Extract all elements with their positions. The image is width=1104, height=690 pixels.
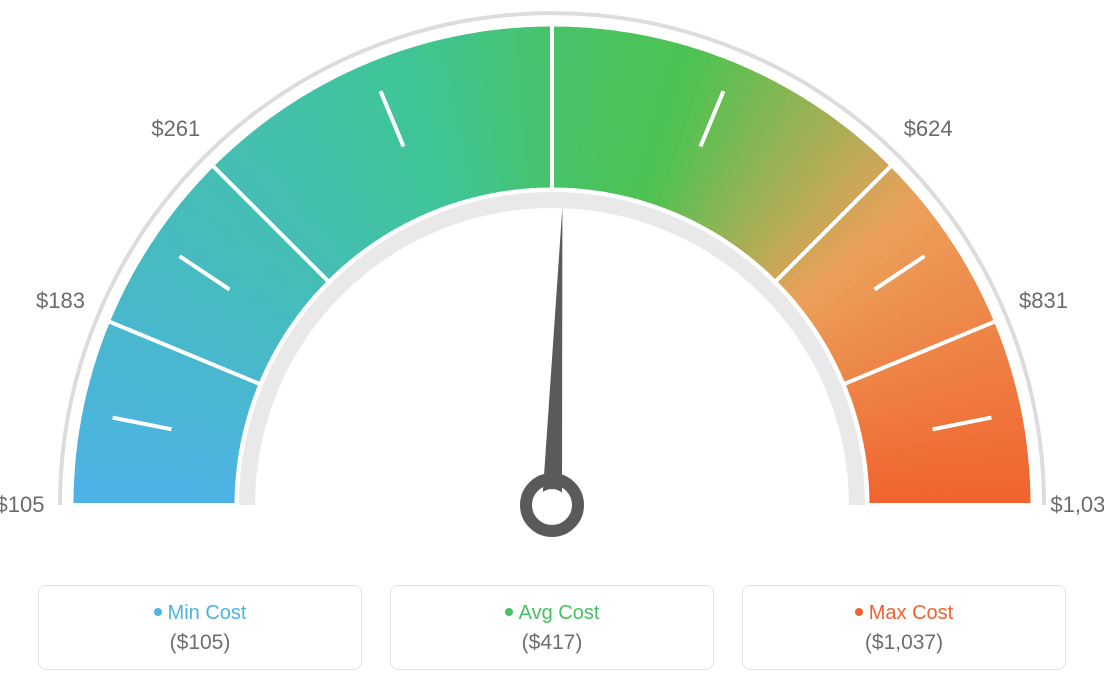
legend-max-value: ($1,037)	[753, 631, 1055, 655]
legend-avg-value: ($417)	[401, 631, 703, 655]
gauge-tick-label: $1,037	[1050, 492, 1104, 518]
gauge-tick-label: $183	[36, 288, 85, 314]
legend-avg-card: Avg Cost ($417)	[390, 585, 714, 670]
gauge-tick-label: $261	[151, 116, 200, 142]
gauge-chart: $105$183$261$417$624$831$1,037	[0, 0, 1104, 555]
legend-max-card: Max Cost ($1,037)	[742, 585, 1066, 670]
legend-min-card: Min Cost ($105)	[38, 585, 362, 670]
legend-max-title: Max Cost	[753, 602, 1055, 625]
dot-icon	[154, 608, 162, 616]
legend-avg-label: Avg Cost	[519, 602, 600, 624]
dot-icon	[855, 608, 863, 616]
gauge-tick-label: $105	[0, 492, 44, 518]
legend-min-value: ($105)	[49, 631, 351, 655]
gauge-svg	[0, 0, 1104, 555]
gauge-tick-label: $831	[1019, 288, 1068, 314]
dot-icon	[505, 608, 513, 616]
legend-max-label: Max Cost	[869, 602, 953, 624]
legend-min-title: Min Cost	[49, 602, 351, 625]
legend-avg-title: Avg Cost	[401, 602, 703, 625]
legend-min-label: Min Cost	[168, 602, 247, 624]
gauge-tick-label: $624	[904, 116, 953, 142]
legend-row: Min Cost ($105) Avg Cost ($417) Max Cost…	[0, 585, 1104, 670]
